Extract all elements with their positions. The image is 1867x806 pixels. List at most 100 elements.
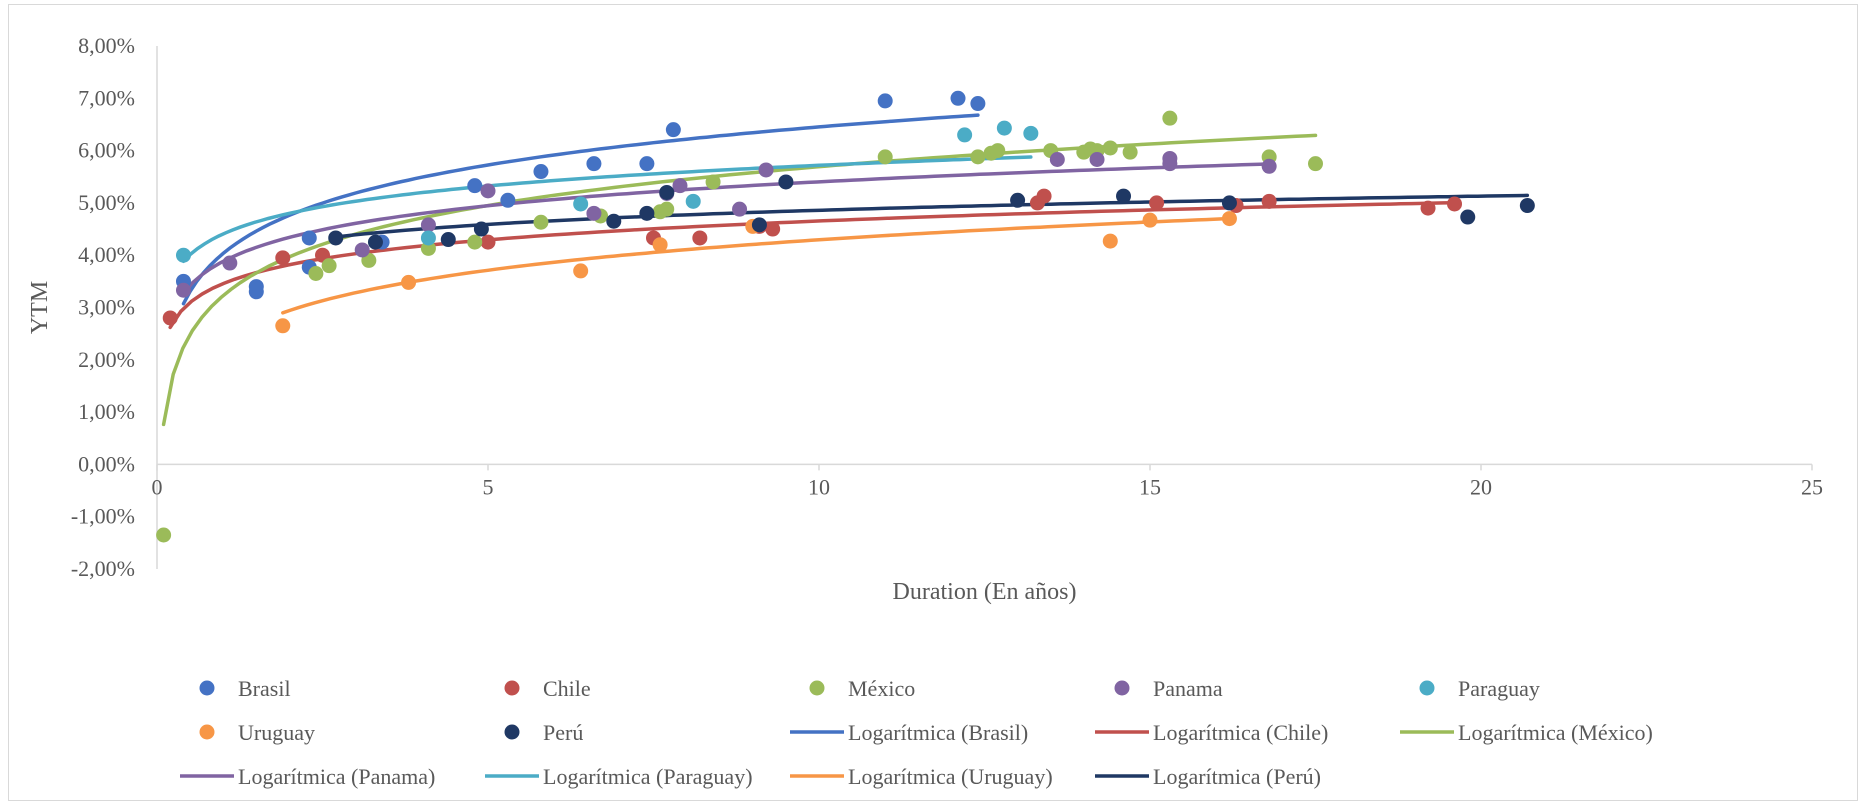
legend-label: Panama: [1153, 676, 1223, 701]
data-point: [692, 230, 708, 246]
legend-label: Chile: [543, 676, 591, 701]
data-point: [533, 164, 549, 180]
data-point: [248, 284, 264, 300]
data-point: [573, 263, 589, 279]
legend-label: Logarítmica (Uruguay): [848, 764, 1053, 789]
y-tick-label: 1,00%: [78, 399, 135, 424]
data-points: [156, 90, 1535, 543]
legend-marker: [1419, 680, 1435, 696]
data-point: [639, 156, 655, 172]
y-tick-label: 7,00%: [78, 85, 135, 110]
axes: -2,00% -1,00% 0,00% 1,00% 2,00% 3,00% 4,00% 5,0…: [71, 33, 1823, 581]
data-point: [732, 201, 748, 217]
x-tick-label: 15: [1139, 474, 1161, 499]
data-point: [500, 192, 516, 208]
data-point: [1122, 144, 1138, 160]
legend-label: Perú: [543, 720, 583, 745]
data-point: [586, 156, 602, 172]
data-point: [275, 318, 291, 334]
data-point: [275, 250, 291, 266]
legend-label: Logarítmica (Perú): [1153, 764, 1321, 789]
data-point: [1116, 188, 1132, 204]
legend-label: Logarítmica (Brasil): [848, 720, 1028, 745]
data-point: [1221, 195, 1237, 211]
data-point: [1142, 212, 1158, 228]
legend-label: México: [848, 676, 915, 701]
legend-label: Logarítmica (Paraguay): [543, 764, 753, 789]
data-point: [420, 230, 436, 246]
data-point: [420, 240, 436, 256]
data-point: [420, 217, 436, 233]
data-point: [957, 127, 973, 143]
y-tick-label: 8,00%: [78, 33, 135, 58]
trendline: [161, 133, 1318, 427]
data-point: [659, 201, 675, 217]
data-point: [672, 178, 688, 194]
x-axis-title: Duration (En años): [893, 579, 1077, 605]
trendline: [281, 216, 1232, 315]
data-point: [950, 90, 966, 106]
data-point: [162, 310, 178, 326]
legend-label: Paraguay: [1458, 676, 1540, 701]
data-point: [1221, 211, 1237, 227]
legend-label: Brasil: [238, 676, 291, 701]
data-point: [440, 232, 456, 248]
data-point: [970, 96, 986, 112]
x-tick-label: 5: [483, 474, 494, 499]
legend-marker: [199, 680, 215, 696]
data-point: [480, 234, 496, 250]
trendline: [181, 162, 1271, 295]
data-point: [1420, 200, 1436, 216]
data-point: [321, 258, 337, 274]
x-tick-label: 0: [152, 474, 163, 499]
data-point: [301, 230, 317, 246]
data-point: [328, 230, 344, 246]
data-point: [877, 149, 893, 165]
data-point: [1149, 195, 1165, 211]
legend-label: Logarítmica (México): [1458, 720, 1653, 745]
data-point: [467, 234, 483, 250]
data-point: [990, 143, 1006, 159]
data-point: [1460, 209, 1476, 225]
y-tick-label: 6,00%: [78, 138, 135, 163]
data-point: [659, 184, 675, 200]
data-point: [606, 213, 622, 229]
legend-label: Uruguay: [238, 720, 315, 745]
data-point: [765, 221, 781, 237]
data-point: [1447, 196, 1463, 212]
data-point: [685, 193, 701, 209]
data-point: [156, 527, 172, 543]
data-point: [533, 214, 549, 230]
y-tick-label: 5,00%: [78, 190, 135, 215]
data-point: [877, 93, 893, 109]
data-point: [1261, 158, 1277, 174]
data-point: [758, 162, 774, 178]
data-point: [778, 174, 794, 190]
legend-marker: [504, 680, 520, 696]
x-tick-label: 10: [808, 474, 830, 499]
data-point: [1519, 198, 1535, 214]
data-point: [1023, 125, 1039, 141]
data-point: [751, 217, 767, 233]
data-point: [1162, 110, 1178, 126]
data-point: [665, 122, 681, 138]
legend-marker: [809, 680, 825, 696]
data-point: [573, 196, 589, 212]
data-point: [586, 205, 602, 221]
legend-marker: [199, 724, 215, 740]
data-point: [175, 247, 191, 263]
data-point: [1162, 156, 1178, 172]
x-tick-label: 25: [1801, 474, 1823, 499]
x-tick-label: 20: [1470, 474, 1492, 499]
y-tick-label: -1,00%: [71, 504, 135, 529]
data-point: [467, 178, 483, 194]
data-point: [1102, 140, 1118, 156]
data-point: [970, 149, 986, 165]
data-point: [652, 237, 668, 253]
y-tick-label: 4,00%: [78, 242, 135, 267]
data-point: [480, 183, 496, 199]
data-point: [996, 120, 1012, 136]
legend-marker: [1114, 680, 1130, 696]
chart-frame: [8, 4, 1858, 801]
